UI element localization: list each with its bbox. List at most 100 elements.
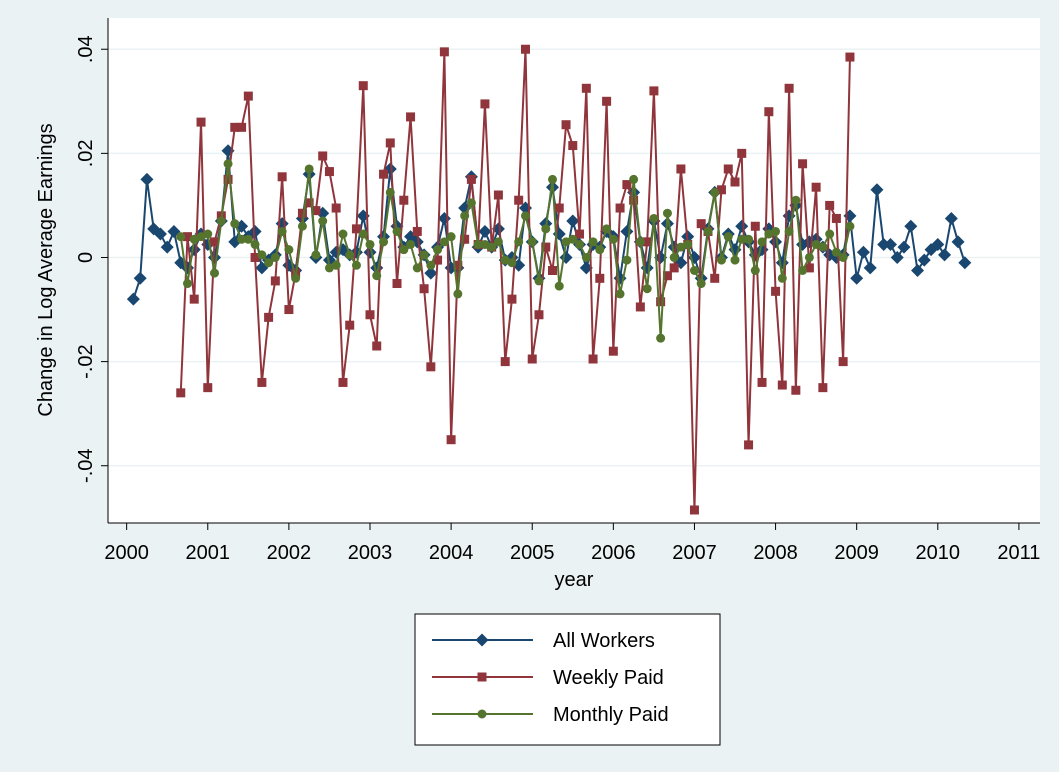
marker	[863, 261, 877, 275]
marker	[412, 226, 422, 236]
marker	[189, 234, 199, 244]
marker	[581, 252, 591, 262]
marker	[223, 174, 233, 184]
marker	[153, 227, 167, 241]
marker	[345, 320, 355, 330]
x-tick-label: 2006	[591, 542, 636, 564]
marker	[831, 213, 841, 223]
marker	[243, 91, 253, 101]
marker	[818, 242, 828, 252]
marker	[615, 289, 625, 299]
marker	[730, 177, 740, 187]
marker	[257, 377, 267, 387]
marker	[656, 333, 666, 343]
marker	[126, 292, 140, 306]
marker	[527, 237, 537, 247]
marker	[277, 226, 287, 236]
marker	[182, 279, 192, 289]
marker	[845, 52, 855, 62]
marker	[277, 172, 287, 182]
marker	[379, 237, 389, 247]
marker	[311, 250, 321, 260]
marker	[649, 86, 659, 96]
marker	[270, 252, 280, 262]
marker	[696, 279, 706, 289]
marker	[331, 203, 341, 213]
marker	[769, 235, 783, 249]
marker	[210, 237, 220, 247]
marker	[791, 195, 801, 205]
marker	[412, 263, 422, 273]
marker	[520, 211, 530, 221]
marker	[473, 239, 483, 249]
marker	[133, 271, 147, 285]
marker	[493, 190, 503, 200]
marker	[318, 216, 328, 226]
marker	[304, 164, 314, 174]
marker	[365, 310, 375, 320]
marker	[938, 248, 952, 262]
y-tick-label: .04	[75, 35, 97, 63]
marker	[264, 312, 274, 322]
marker	[676, 242, 686, 252]
marker	[324, 167, 334, 177]
marker	[825, 229, 835, 239]
marker	[248, 224, 262, 238]
marker	[500, 357, 510, 367]
marker	[735, 219, 749, 233]
marker	[561, 120, 571, 130]
y-tick-label: -.04	[75, 448, 97, 482]
marker	[433, 255, 443, 265]
marker	[230, 219, 240, 229]
marker	[689, 266, 699, 275]
marker	[351, 224, 361, 234]
marker	[629, 195, 639, 205]
marker	[791, 385, 801, 395]
marker	[257, 250, 267, 260]
marker	[877, 237, 891, 251]
legend-label: Monthly Paid	[553, 704, 669, 726]
marker	[250, 252, 260, 262]
marker	[466, 198, 476, 208]
x-tick-label: 2002	[267, 542, 312, 564]
legend-label: All Workers	[553, 630, 655, 652]
y-tick-label: 0	[75, 252, 97, 263]
marker	[951, 235, 965, 249]
marker	[622, 180, 632, 190]
marker	[904, 219, 918, 233]
legend-box	[414, 613, 721, 746]
marker	[744, 440, 754, 450]
marker	[507, 258, 517, 268]
marker	[662, 271, 672, 281]
marker	[311, 206, 321, 216]
marker	[160, 240, 174, 254]
marker	[703, 226, 713, 236]
marker	[676, 164, 686, 174]
marker	[730, 255, 740, 265]
marker	[392, 279, 402, 289]
marker	[608, 346, 618, 356]
marker	[764, 107, 774, 117]
marker	[291, 273, 301, 283]
marker	[419, 284, 429, 294]
marker	[541, 242, 551, 252]
marker	[737, 148, 747, 158]
marker	[379, 169, 389, 179]
x-tick-label: 2007	[672, 542, 717, 564]
x-tick-label: 2010	[916, 542, 961, 564]
marker	[284, 245, 294, 255]
marker	[629, 174, 639, 184]
marker	[838, 252, 848, 262]
marker	[534, 276, 544, 286]
marker	[568, 141, 578, 151]
marker	[771, 286, 781, 296]
marker	[744, 234, 754, 244]
marker	[527, 354, 537, 364]
x-tick-label: 2001	[186, 542, 231, 564]
marker	[358, 81, 368, 91]
marker	[750, 266, 760, 275]
marker	[460, 234, 470, 244]
marker	[669, 263, 679, 273]
